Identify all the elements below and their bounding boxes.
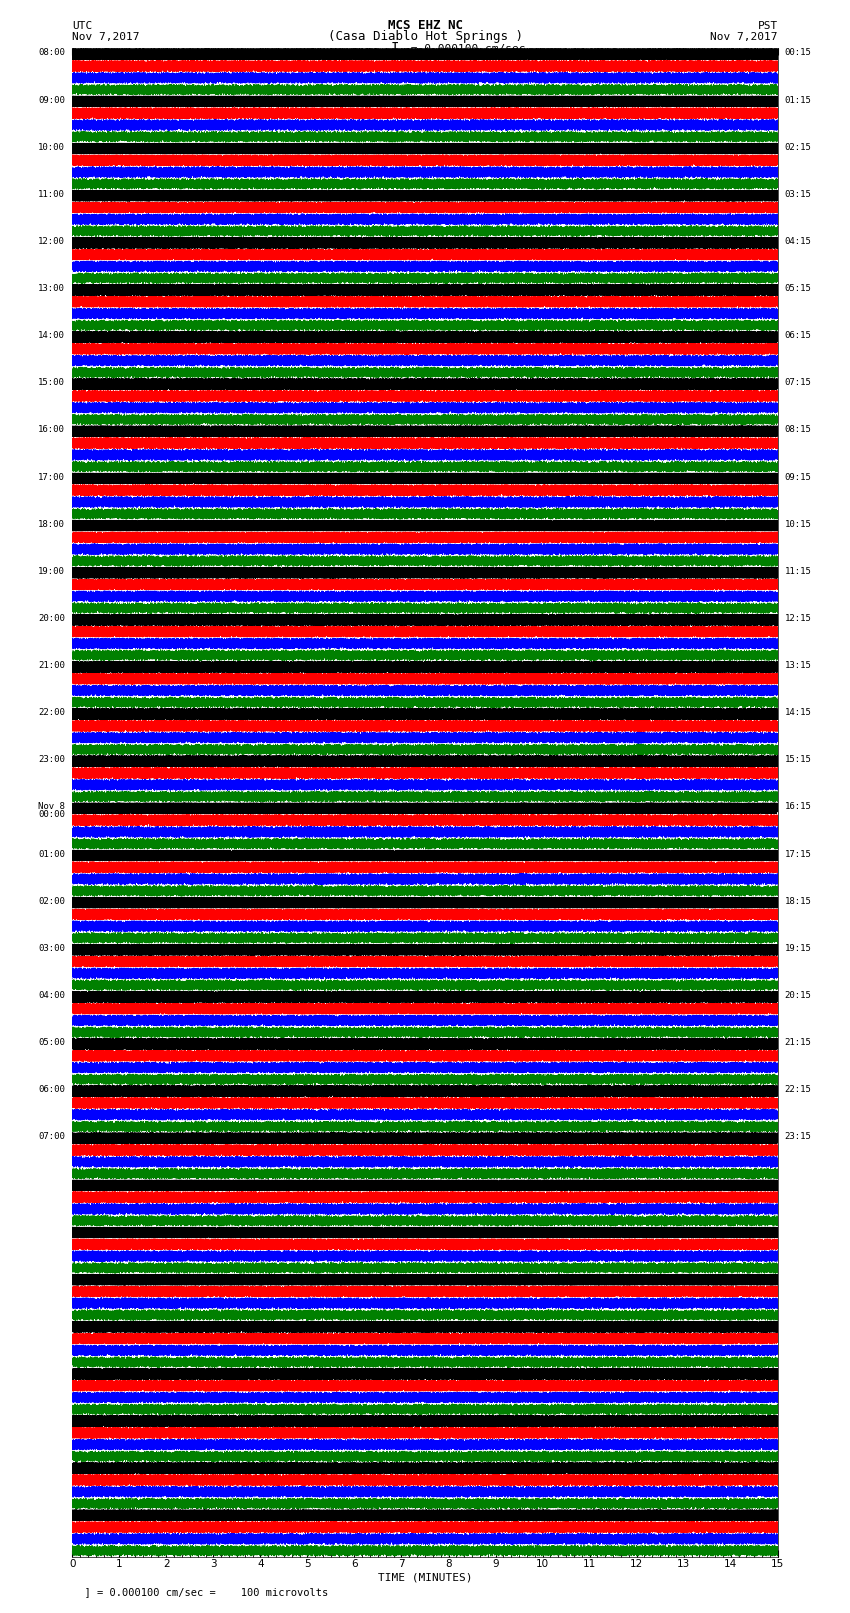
Text: 20:00: 20:00 (38, 615, 65, 623)
Text: 05:15: 05:15 (785, 284, 812, 294)
Text: UTC: UTC (72, 21, 93, 31)
Text: 10:15: 10:15 (785, 519, 812, 529)
Text: Nov 7,2017: Nov 7,2017 (72, 32, 139, 42)
Text: 22:00: 22:00 (38, 708, 65, 718)
Text: 16:15: 16:15 (785, 802, 812, 811)
Text: 00:15: 00:15 (785, 48, 812, 58)
Text: 09:15: 09:15 (785, 473, 812, 482)
Text: 15:15: 15:15 (785, 755, 812, 765)
Text: 23:15: 23:15 (785, 1132, 812, 1142)
Text: 13:15: 13:15 (785, 661, 812, 669)
Text: I: I (391, 40, 399, 55)
Text: 22:15: 22:15 (785, 1086, 812, 1094)
Text: 00:00: 00:00 (38, 810, 65, 818)
Text: Nov 8: Nov 8 (38, 802, 65, 811)
Text: 16:00: 16:00 (38, 426, 65, 434)
Text: 07:15: 07:15 (785, 379, 812, 387)
Text: 10:00: 10:00 (38, 142, 65, 152)
Text: 02:00: 02:00 (38, 897, 65, 907)
Text: 19:15: 19:15 (785, 944, 812, 953)
Text: 11:15: 11:15 (785, 566, 812, 576)
Text: PST: PST (757, 21, 778, 31)
Text: Nov 7,2017: Nov 7,2017 (711, 32, 778, 42)
Text: ] = 0.000100 cm/sec =    100 microvolts: ] = 0.000100 cm/sec = 100 microvolts (72, 1587, 328, 1597)
Text: 06:15: 06:15 (785, 331, 812, 340)
Text: MCS EHZ NC: MCS EHZ NC (388, 19, 462, 32)
Text: 03:00: 03:00 (38, 944, 65, 953)
Text: 04:00: 04:00 (38, 990, 65, 1000)
Text: 12:15: 12:15 (785, 615, 812, 623)
Text: 14:15: 14:15 (785, 708, 812, 718)
Text: 02:15: 02:15 (785, 142, 812, 152)
Text: (Casa Diablo Hot Springs ): (Casa Diablo Hot Springs ) (327, 31, 523, 44)
Text: 21:00: 21:00 (38, 661, 65, 669)
Text: 01:15: 01:15 (785, 95, 812, 105)
Text: 01:00: 01:00 (38, 850, 65, 858)
X-axis label: TIME (MINUTES): TIME (MINUTES) (377, 1573, 473, 1582)
Text: 08:00: 08:00 (38, 48, 65, 58)
Text: 11:00: 11:00 (38, 190, 65, 198)
Text: 21:15: 21:15 (785, 1039, 812, 1047)
Text: 18:00: 18:00 (38, 519, 65, 529)
Text: 14:00: 14:00 (38, 331, 65, 340)
Text: 13:00: 13:00 (38, 284, 65, 294)
Text: = 0.000100 cm/sec: = 0.000100 cm/sec (404, 44, 525, 53)
Text: 17:15: 17:15 (785, 850, 812, 858)
Text: 05:00: 05:00 (38, 1039, 65, 1047)
Text: 15:00: 15:00 (38, 379, 65, 387)
Text: 12:00: 12:00 (38, 237, 65, 245)
Text: 03:15: 03:15 (785, 190, 812, 198)
Text: 19:00: 19:00 (38, 566, 65, 576)
Text: 07:00: 07:00 (38, 1132, 65, 1142)
Text: 17:00: 17:00 (38, 473, 65, 482)
Text: 04:15: 04:15 (785, 237, 812, 245)
Text: 18:15: 18:15 (785, 897, 812, 907)
Text: 09:00: 09:00 (38, 95, 65, 105)
Text: 08:15: 08:15 (785, 426, 812, 434)
Text: 23:00: 23:00 (38, 755, 65, 765)
Text: 20:15: 20:15 (785, 990, 812, 1000)
Text: 06:00: 06:00 (38, 1086, 65, 1094)
